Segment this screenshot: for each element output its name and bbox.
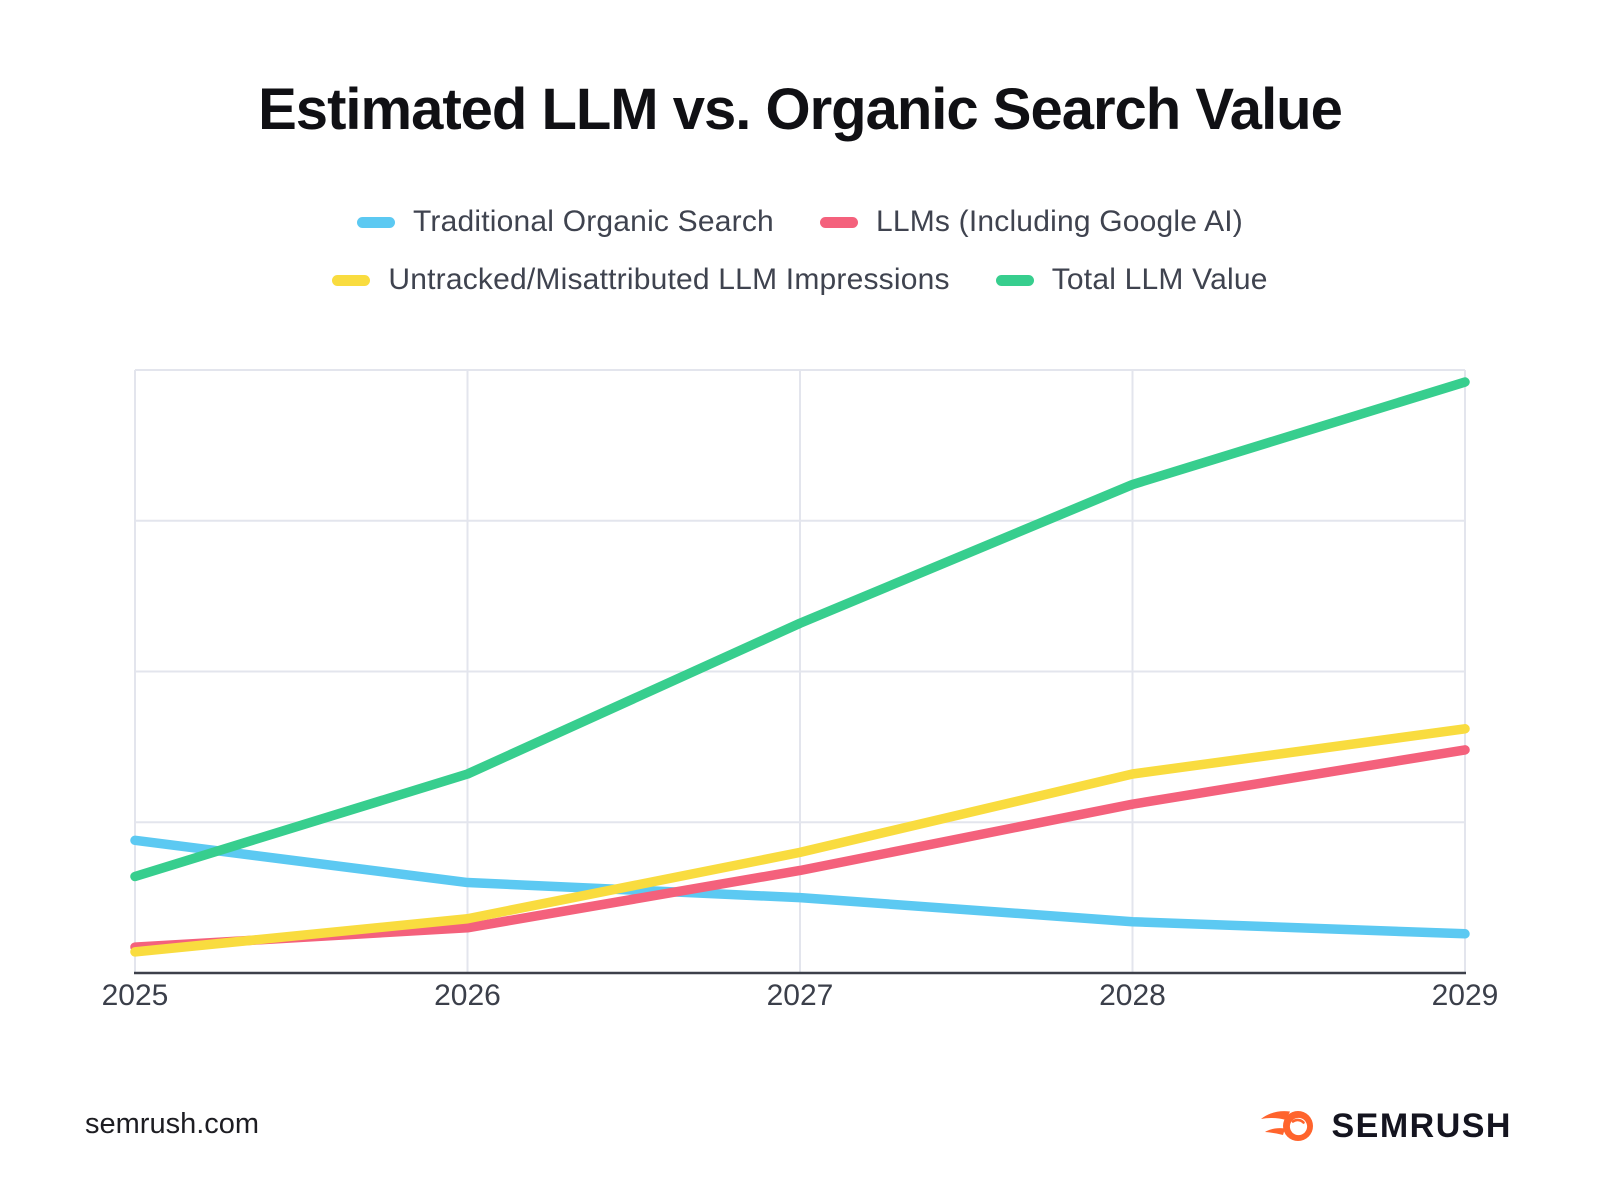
semrush-wordmark: SEMRUSH	[1331, 1106, 1512, 1145]
legend-swatch-icon	[819, 216, 858, 228]
legend-item-untracked-misattributed-llm-impressions: Untracked/Misattributed LLM Impressions	[332, 263, 950, 297]
x-tick-label: 2025	[102, 979, 169, 1012]
source-url: semrush.com	[85, 1108, 260, 1140]
legend-label: Total LLM Value	[1051, 263, 1268, 296]
x-tick-label: 2028	[1099, 979, 1166, 1012]
x-tick-label: 2026	[434, 979, 501, 1012]
semrush-flame-icon	[1261, 1111, 1314, 1141]
semrush-logo: SEMRUSH	[1260, 1106, 1512, 1146]
legend-swatch-icon	[995, 274, 1034, 286]
legend-item-total-llm-value: Total LLM Value	[995, 263, 1268, 297]
legend-row-2: Untracked/Misattributed LLM Impressions …	[332, 263, 1267, 297]
series-line-3	[130, 377, 1470, 882]
legend-row-1: Traditional Organic Search LLMs (Includi…	[357, 205, 1243, 239]
x-tick-label: 2027	[767, 979, 834, 1012]
legend-label: Untracked/Misattributed LLM Impressions	[388, 263, 950, 296]
x-tick-label: 2029	[1432, 979, 1499, 1012]
legend-label: Traditional Organic Search	[413, 205, 774, 238]
legend-item-traditional-organic-search: Traditional Organic Search	[357, 205, 774, 239]
chart-legend: Traditional Organic Search LLMs (Includi…	[0, 205, 1600, 297]
series-line-0	[130, 835, 1470, 939]
legend-swatch-icon	[357, 216, 395, 228]
legend-swatch-icon	[332, 274, 371, 286]
legend-item-llms-including-google-ai: LLMs (Including Google AI)	[819, 205, 1243, 239]
series-line-2	[130, 724, 1470, 957]
legend-label: LLMs (Including Google AI)	[875, 205, 1243, 238]
chart-title: Estimated LLM vs. Organic Search Value	[258, 77, 1343, 142]
